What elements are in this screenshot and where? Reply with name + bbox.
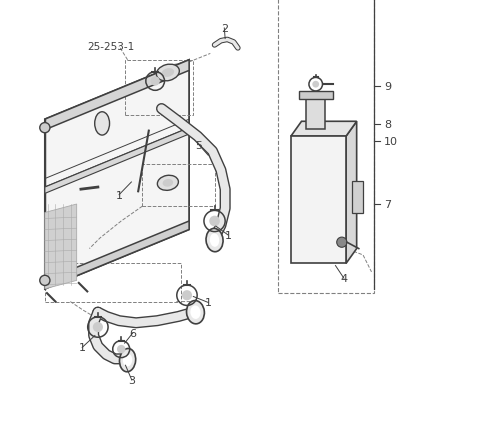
Ellipse shape <box>191 306 201 319</box>
Text: 8: 8 <box>384 120 391 130</box>
Ellipse shape <box>120 348 136 372</box>
Polygon shape <box>306 100 325 130</box>
Circle shape <box>93 322 103 332</box>
Text: 1: 1 <box>116 190 122 200</box>
Circle shape <box>337 238 347 248</box>
Circle shape <box>117 345 125 354</box>
Polygon shape <box>45 60 189 289</box>
Ellipse shape <box>162 69 174 78</box>
Text: 1: 1 <box>225 230 232 240</box>
Ellipse shape <box>156 65 180 82</box>
Circle shape <box>40 123 50 133</box>
Text: 2: 2 <box>221 24 228 34</box>
Polygon shape <box>346 122 357 264</box>
Ellipse shape <box>123 354 132 367</box>
Polygon shape <box>352 181 363 213</box>
Ellipse shape <box>163 179 173 187</box>
Circle shape <box>209 216 220 227</box>
Polygon shape <box>299 92 333 100</box>
Polygon shape <box>45 204 77 289</box>
Text: 1: 1 <box>79 343 86 353</box>
Text: 4: 4 <box>340 273 348 284</box>
Circle shape <box>40 276 50 286</box>
Polygon shape <box>45 60 189 130</box>
Text: 10: 10 <box>384 137 398 147</box>
Ellipse shape <box>210 234 219 247</box>
Text: 3: 3 <box>128 375 135 385</box>
Text: 1: 1 <box>204 298 212 308</box>
Polygon shape <box>45 222 189 289</box>
Text: 5: 5 <box>195 140 203 150</box>
Ellipse shape <box>187 301 204 324</box>
Circle shape <box>182 291 192 301</box>
Ellipse shape <box>206 229 223 252</box>
Ellipse shape <box>157 176 179 191</box>
Text: 25-253-1: 25-253-1 <box>87 42 134 52</box>
Circle shape <box>151 77 160 86</box>
Polygon shape <box>291 137 346 264</box>
Polygon shape <box>45 128 189 194</box>
Text: 7: 7 <box>384 199 391 210</box>
Circle shape <box>312 82 319 88</box>
Text: 9: 9 <box>384 82 391 92</box>
Ellipse shape <box>95 112 109 136</box>
Text: 6: 6 <box>130 328 137 338</box>
Polygon shape <box>291 122 357 137</box>
